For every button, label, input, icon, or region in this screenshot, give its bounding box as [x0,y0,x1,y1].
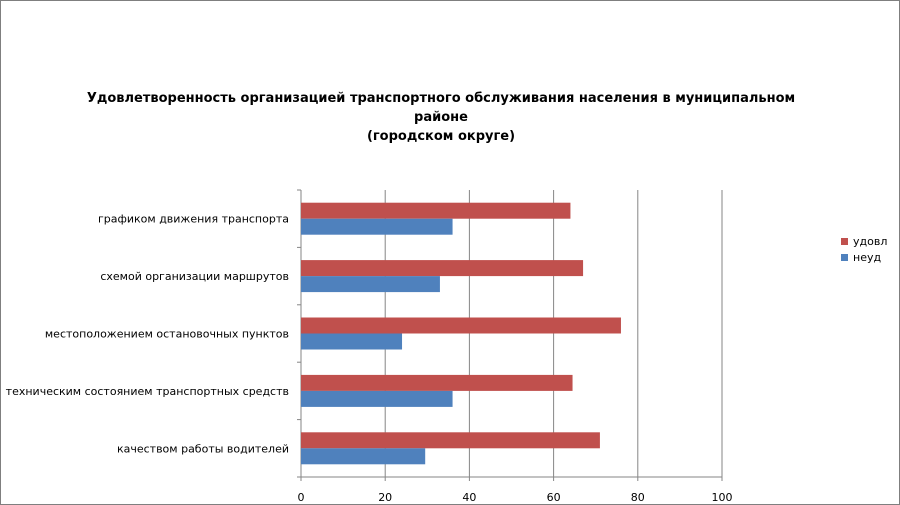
category-label: техническим состоянием транспортных сред… [6,385,289,398]
bar-неуд [301,448,426,465]
legend-swatch [841,238,848,245]
bar-неуд [301,390,453,407]
legend-label: неуд [853,251,881,264]
bar-удовл [301,374,573,391]
bar-удовл [301,432,600,449]
chart-title-line2: (городском округе) [366,129,516,144]
x-tick-label: 20 [378,491,392,504]
bar-удовл [301,260,584,277]
x-tick-label: 60 [547,491,561,504]
bar-неуд [301,333,403,350]
bar-неуд [301,218,453,235]
legend-label: удовл [853,235,887,248]
chart-title-line1: Удовлетворенность организацией транспорт… [86,91,796,125]
category-label: схемой организации маршрутов [100,270,289,283]
x-tick-label: 100 [712,491,733,504]
chart-title: Удовлетворенность организацией транспорт… [61,89,821,146]
x-tick-label: 80 [631,491,645,504]
category-label: качеством работы водителей [117,442,289,455]
bar-удовл [301,317,621,334]
x-tick-label: 0 [298,491,305,504]
category-label: местоположением остановочных пунктов [45,328,289,341]
bar-удовл [301,202,571,219]
x-tick-label: 40 [462,491,476,504]
bar-неуд [301,276,440,293]
category-label: графиком движения транспорта [98,213,289,226]
legend-swatch [841,254,848,261]
